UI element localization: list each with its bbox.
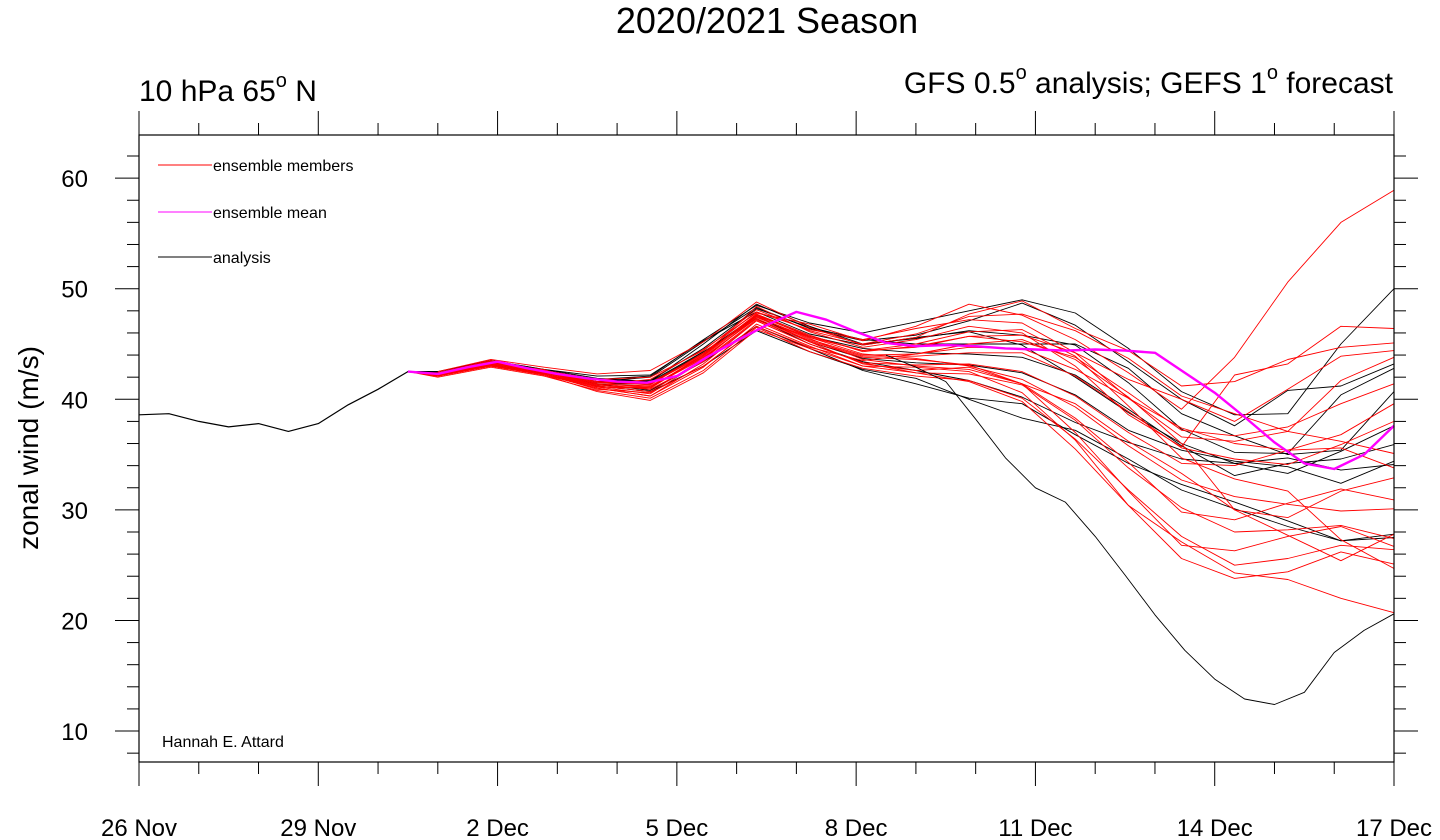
legend-label: ensemble members bbox=[213, 158, 354, 175]
x-tick-label: 5 Dec bbox=[646, 815, 709, 840]
legend-label: analysis bbox=[213, 250, 271, 267]
right-subtitle-mid: analysis; GEFS 1 bbox=[1027, 67, 1267, 100]
left-subtitle: 10 hPa 65o N bbox=[139, 70, 317, 108]
left-subtitle-tail: N bbox=[287, 75, 317, 108]
x-tick-label: 11 Dec bbox=[998, 815, 1072, 840]
y-tick-label: 20 bbox=[61, 608, 88, 635]
legend: ensemble members ensemble mean analysis bbox=[158, 158, 354, 267]
x-tick-label: 17 Dec bbox=[1356, 815, 1432, 840]
legend-label: ensemble mean bbox=[213, 205, 327, 222]
x-tick-label: 8 Dec bbox=[825, 815, 888, 840]
analysis-outlier-line bbox=[885, 354, 1395, 705]
ensemble-member-line bbox=[407, 311, 1395, 454]
ensemble-member-line bbox=[407, 315, 1395, 519]
right-subtitle: GFS 0.5o analysis; GEFS 1o forecast bbox=[904, 62, 1394, 100]
series-group bbox=[138, 189, 1395, 705]
ensemble-member-line bbox=[407, 325, 1395, 562]
observed-analysis-line bbox=[138, 371, 438, 432]
y-tick-label: 50 bbox=[61, 277, 88, 304]
analysis-member-line bbox=[407, 311, 1395, 474]
left-subtitle-main: 10 hPa 65 bbox=[139, 75, 276, 108]
right-subtitle-tail: forecast bbox=[1278, 67, 1394, 100]
y-tick-label: 40 bbox=[61, 387, 88, 414]
ensemble-member-line bbox=[407, 320, 1395, 614]
credit-text: Hannah E. Attard bbox=[162, 734, 284, 751]
analysis-member-line bbox=[407, 330, 1395, 542]
ensemble-member-line bbox=[407, 329, 1395, 579]
x-tick-label: 14 Dec bbox=[1177, 815, 1253, 840]
right-subtitle-pre: GFS 0.5 bbox=[904, 67, 1016, 100]
y-axis-title: zonal wind (m/s) bbox=[13, 346, 44, 550]
ensemble-member-line bbox=[407, 323, 1395, 540]
right-subtitle-degree-2: o bbox=[1267, 62, 1278, 84]
chart-title: 2020/2021 Season bbox=[616, 0, 918, 41]
plot-frame bbox=[138, 134, 1395, 763]
left-subtitle-degree: o bbox=[276, 70, 287, 92]
x-tick-label: 26 Nov bbox=[101, 815, 177, 840]
right-subtitle-degree-1: o bbox=[1016, 62, 1027, 84]
y-tick-label: 30 bbox=[61, 498, 88, 525]
axis-ticks bbox=[115, 111, 1418, 786]
x-tick-label: 2 Dec bbox=[466, 815, 529, 840]
ensemble-mean-line bbox=[407, 310, 1395, 471]
axis-tick-labels: 26 Nov 29 Nov 2 Dec 5 Dec 8 Dec 11 Dec 14 Dec 1… bbox=[61, 166, 1432, 840]
ensemble-member-line bbox=[407, 300, 1395, 387]
x-tick-label: 29 Nov bbox=[280, 815, 356, 840]
y-tick-label: 60 bbox=[61, 166, 88, 193]
ensemble-member-line bbox=[407, 326, 1395, 566]
ensemble-member-line bbox=[407, 317, 1395, 569]
y-tick-label: 10 bbox=[61, 719, 88, 746]
